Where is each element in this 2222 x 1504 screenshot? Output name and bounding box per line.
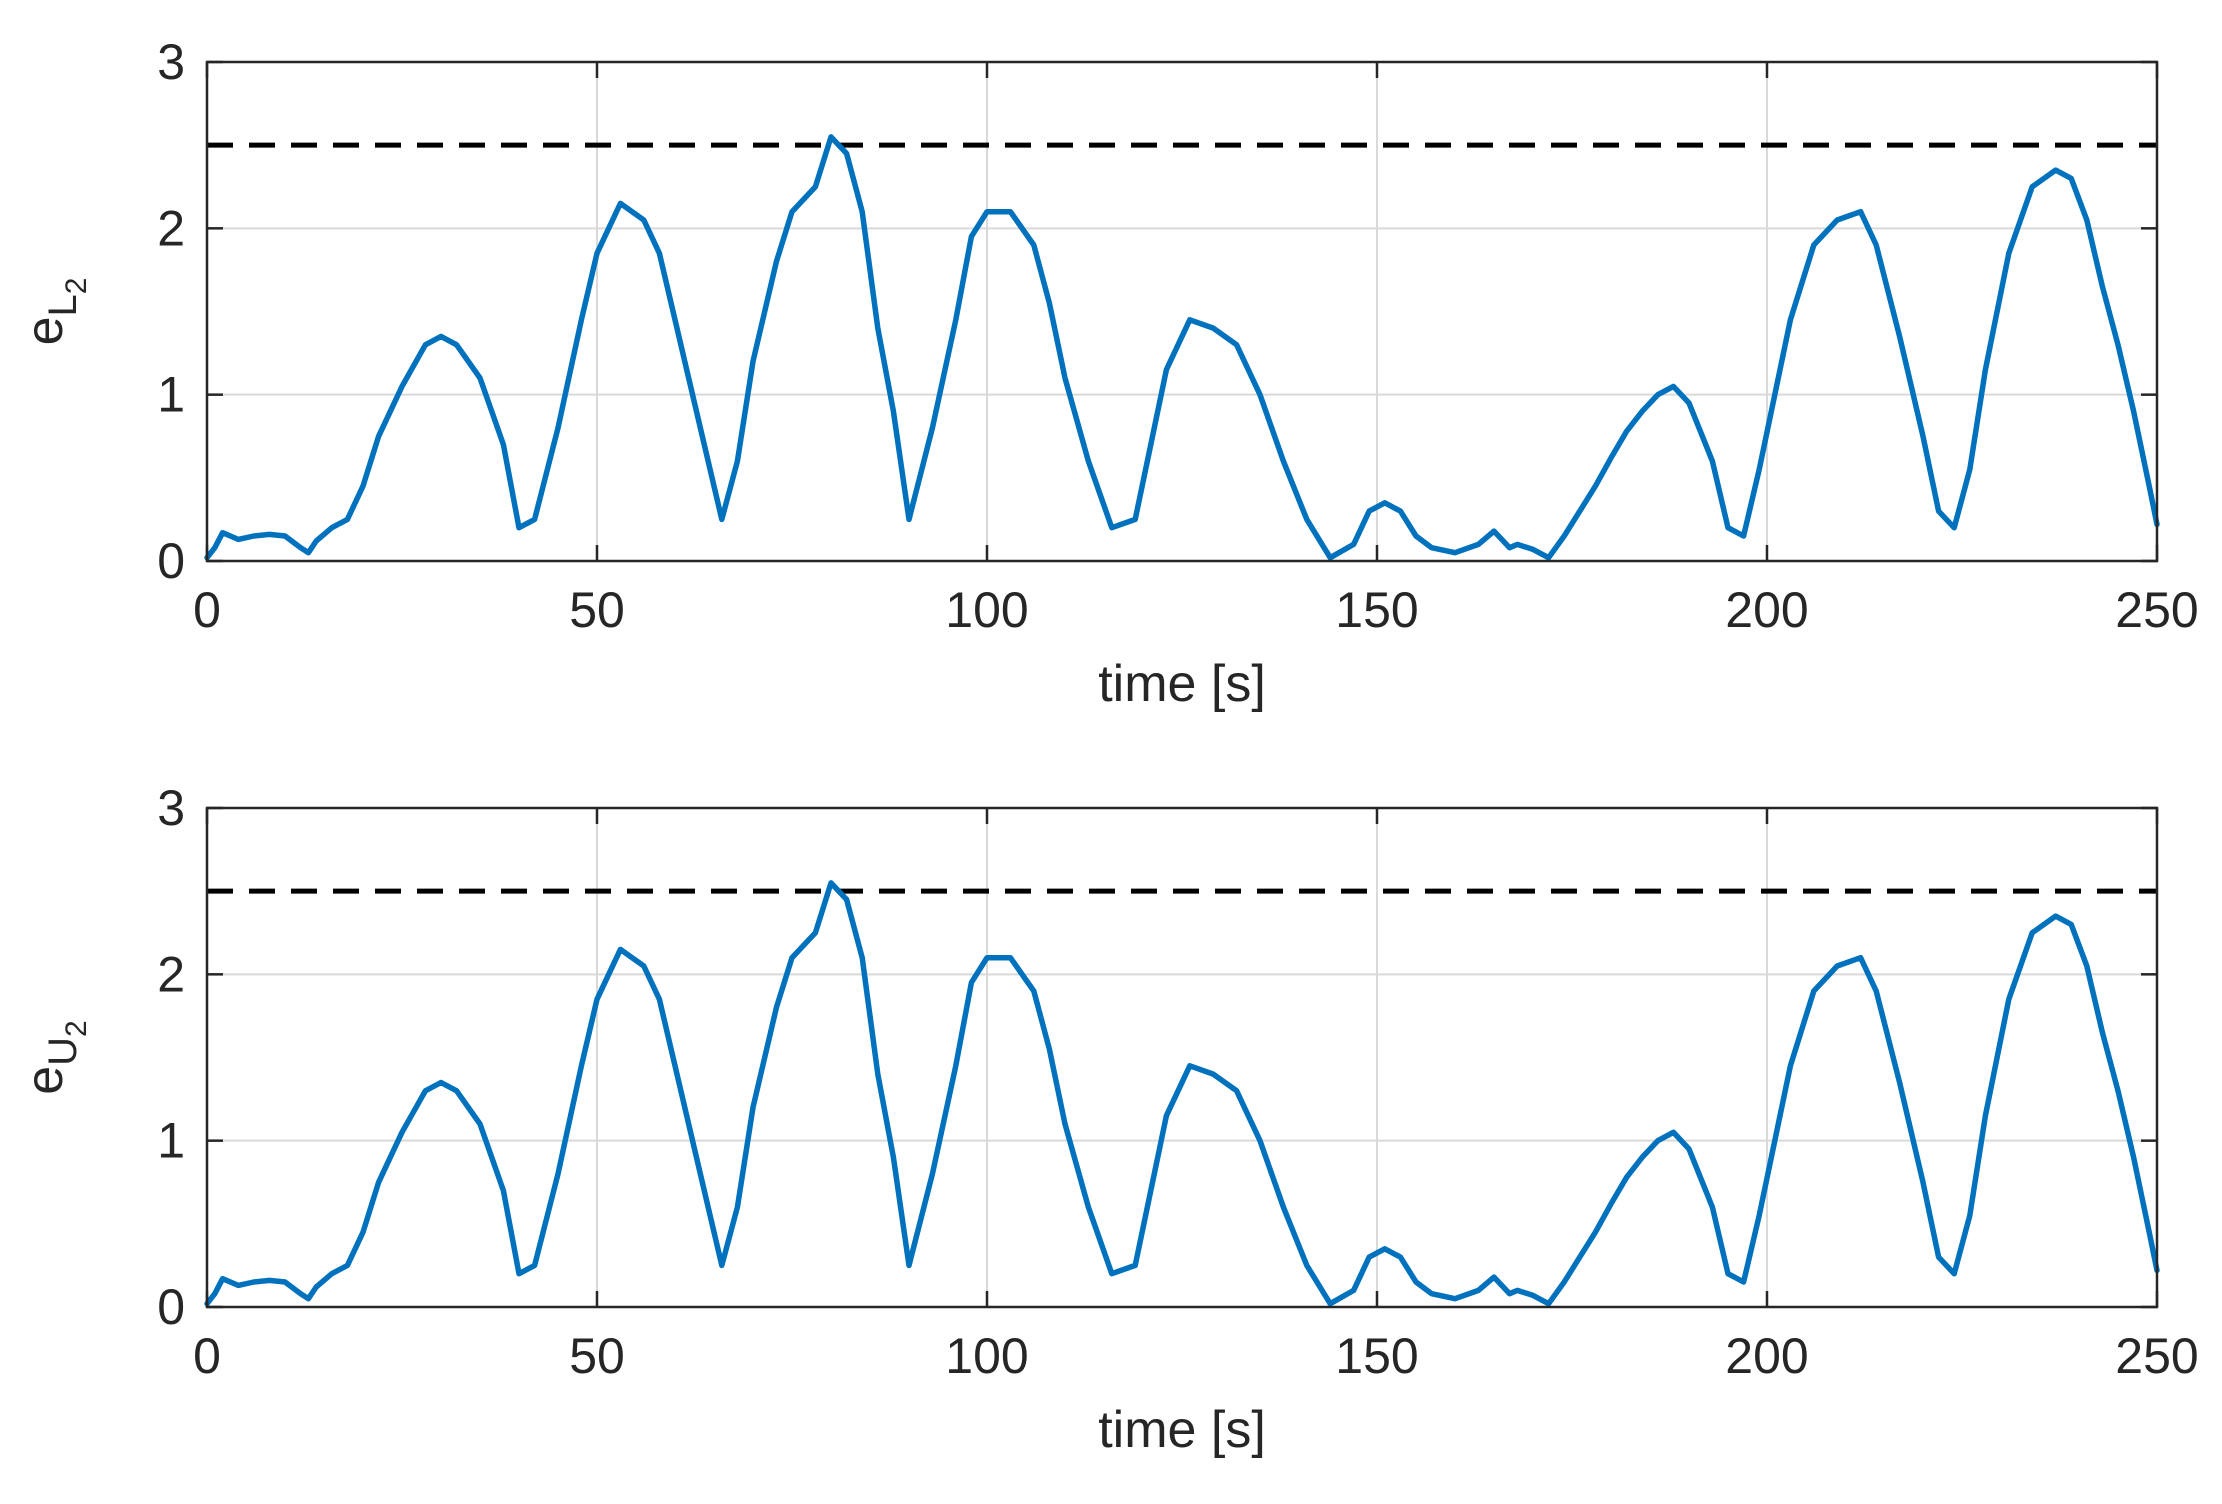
bottom-subplot: 0 50 100 150 200 250 0 1 2 3 time [s] eU2 xyxy=(16,780,2199,1459)
y-axis-label: eL2 xyxy=(16,278,93,346)
axes-box xyxy=(205,806,2159,1309)
top-subplot: 0 50 100 150 200 250 0 1 2 3 time [s] eL2 xyxy=(16,34,2199,713)
x-tick-label: 100 xyxy=(945,582,1028,638)
x-axis-label: time [s] xyxy=(1098,1401,1266,1459)
y-axis-label: eU2 xyxy=(16,1020,93,1095)
series-line xyxy=(204,134,2160,561)
y-tick-label: 3 xyxy=(157,780,185,836)
y-tick-label: 0 xyxy=(157,1279,185,1335)
x-tick-label: 200 xyxy=(1725,1328,1808,1384)
x-tick-label: 150 xyxy=(1335,582,1418,638)
x-axis-label: time [s] xyxy=(1098,655,1266,713)
y-tick-label: 2 xyxy=(157,946,185,1002)
plot-area xyxy=(207,62,2157,561)
x-tick-label: 50 xyxy=(569,1328,625,1384)
x-tick-label: 100 xyxy=(945,1328,1028,1384)
plot-area xyxy=(207,808,2157,1307)
x-tick-label: 0 xyxy=(193,582,221,638)
x-tick-label: 50 xyxy=(569,582,625,638)
x-tick-label: 0 xyxy=(193,1328,221,1384)
y-tick-label: 0 xyxy=(157,533,185,589)
x-tick-label: 200 xyxy=(1725,582,1808,638)
y-tick-label: 2 xyxy=(157,200,185,256)
series-line xyxy=(204,880,2160,1307)
y-tick-label: 3 xyxy=(157,34,185,90)
y-tick-label: 1 xyxy=(157,1113,185,1169)
x-tick-label: 250 xyxy=(2115,1328,2198,1384)
y-tick-label: 1 xyxy=(157,367,185,423)
x-tick-label: 150 xyxy=(1335,1328,1418,1384)
axes-box xyxy=(205,60,2159,563)
x-tick-label: 250 xyxy=(2115,582,2198,638)
